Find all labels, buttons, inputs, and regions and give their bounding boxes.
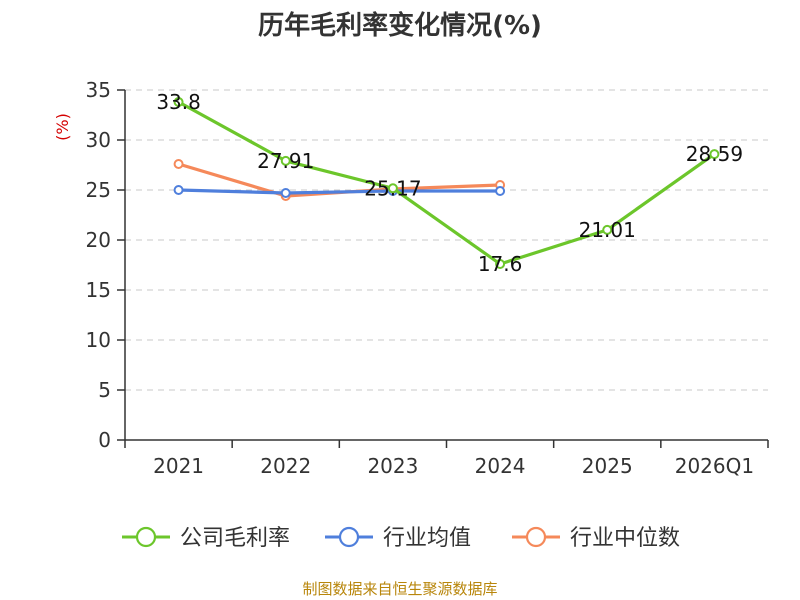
legend-label: 公司毛利率 [180,526,290,551]
legend-item-2[interactable]: 行业中位数 [512,526,680,551]
legend-item-0[interactable]: 公司毛利率 [122,526,290,551]
gridlines [125,89,768,391]
y-tick-label: 5 [98,378,111,402]
source-note: 制图数据来自恒生聚源数据库 [302,580,497,598]
data-point[interactable] [709,149,720,160]
legend-label: 行业均值 [383,526,471,551]
x-tick-labels: 2021 2022 2023 2024 2025 2026Q1 [153,454,754,478]
legend-swatch-marker [338,526,360,548]
y-tick-label: 30 [86,128,111,152]
legend-swatch-marker [135,526,157,548]
series-lines [173,97,720,269]
series-2 [173,159,506,201]
legend-label: 行业中位数 [570,526,680,551]
data-label: 21.01 [579,218,636,242]
axes [117,89,769,448]
legend-swatch-marker [525,526,547,548]
y-tick-label: 20 [86,228,111,252]
data-label: 27.91 [257,149,314,173]
legend-item-1[interactable]: 行业均值 [325,526,471,551]
data-label: 25.17 [364,176,421,200]
y-tick-label: 10 [86,328,111,352]
data-point[interactable] [602,224,613,235]
data-point[interactable] [173,159,184,169]
legend: 公司毛利率 行业均值 行业中位数 [122,526,680,551]
y-tick-label: 25 [86,178,111,202]
x-tick-label: 2026Q1 [675,454,754,478]
y-tick-label: 0 [98,428,111,452]
data-point[interactable] [495,186,506,196]
data-label: 33.8 [156,90,201,114]
y-tick-labels: 0 5 10 15 20 25 30 35 [86,78,111,452]
data-label: 17.6 [478,252,523,276]
x-tick-label: 2023 [367,454,418,478]
data-point[interactable] [280,188,291,198]
y-tick-label: 15 [86,278,111,302]
data-point[interactable] [387,183,398,194]
x-tick-label: 2022 [260,454,311,478]
data-point[interactable] [173,185,184,195]
y-axis-label: (%) [53,113,72,141]
data-point[interactable] [495,259,506,269]
x-tick-label: 2025 [582,454,633,478]
y-tick-label: 35 [86,78,111,102]
series-0 [173,97,720,269]
data-point[interactable] [280,155,291,166]
series-line [177,100,716,266]
data-point[interactable] [173,97,184,107]
series-line [178,188,501,195]
data-label: 28.59 [686,142,743,166]
data-labels: 33.8 27.91 25.17 17.6 21.01 28.59 [156,90,743,276]
chart-title: 历年毛利率变化情况(%) [258,10,542,41]
x-tick-label: 2021 [153,454,204,478]
x-tick-label: 2024 [475,454,526,478]
